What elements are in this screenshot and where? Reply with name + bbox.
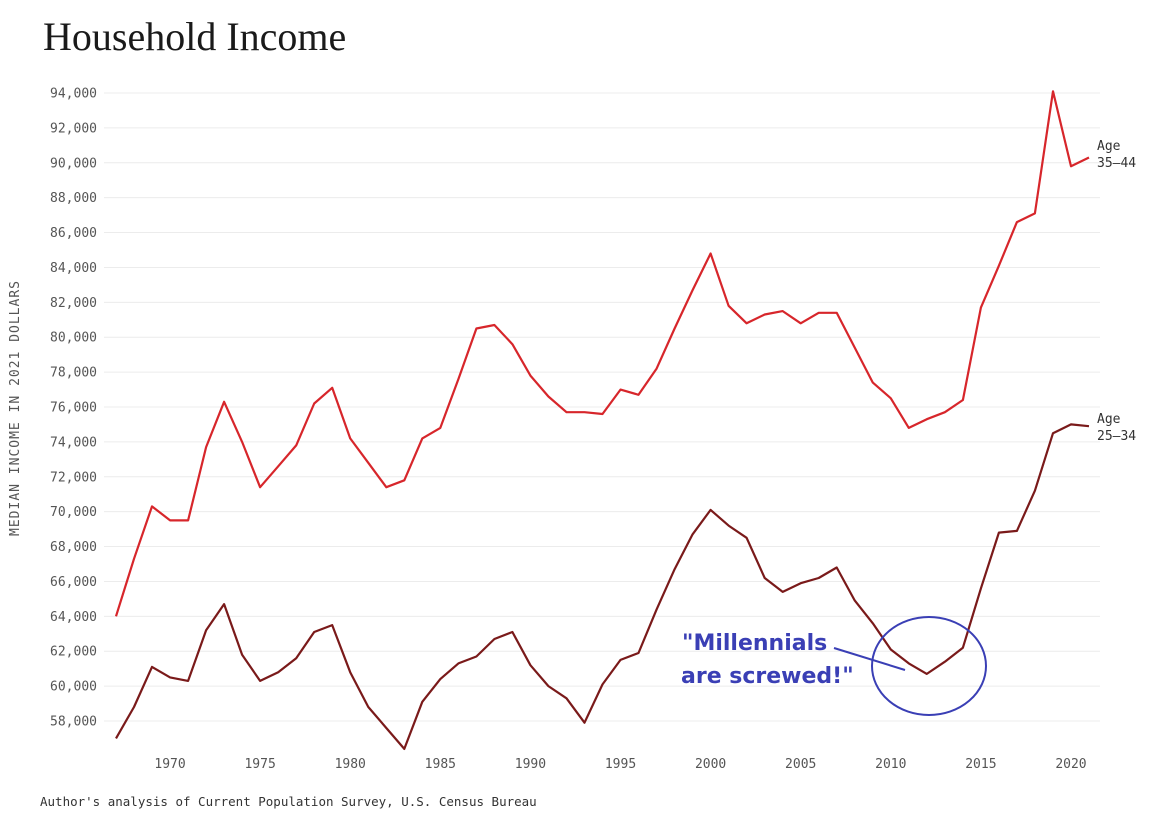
y-tick-label: 92,000 [50, 121, 97, 136]
series-label-line1: Age [1097, 139, 1121, 154]
series-lines [116, 91, 1089, 749]
y-tick-label: 58,000 [50, 715, 97, 730]
annotation-text-line1: "Millennials [682, 631, 827, 656]
y-tick-label: 76,000 [50, 401, 97, 416]
x-tick-label: 2005 [785, 757, 816, 772]
y-tick-label: 62,000 [50, 645, 97, 660]
annotation-text-line2: are screwed!" [681, 664, 854, 689]
household-income-chart: Household Income 58,000 60,000 62,000 64,00… [0, 0, 1156, 819]
x-axis-ticks: 1970 1975 1980 1985 1990 1995 2000 2005 2010 2015… [154, 757, 1086, 772]
x-tick-label: 2015 [965, 757, 996, 772]
y-tick-label: 60,000 [50, 680, 97, 695]
y-tick-label: 82,000 [50, 296, 97, 311]
x-tick-label: 1995 [605, 757, 636, 772]
y-tick-label: 68,000 [50, 540, 97, 555]
series-labels: Age 35–44 Age 25–34 [1097, 139, 1136, 444]
series-label-line2: 35–44 [1097, 156, 1136, 171]
x-tick-label: 2020 [1055, 757, 1086, 772]
x-tick-label: 1985 [425, 757, 456, 772]
y-tick-label: 88,000 [50, 191, 97, 206]
x-tick-label: 1975 [244, 757, 275, 772]
y-tick-label: 78,000 [50, 366, 97, 381]
x-tick-label: 1980 [335, 757, 366, 772]
chart-title: Household Income [43, 14, 346, 59]
gridlines [104, 93, 1100, 721]
y-tick-label: 72,000 [50, 470, 97, 485]
x-tick-label: 1990 [515, 757, 546, 772]
y-tick-label: 74,000 [50, 435, 97, 450]
x-tick-label: 1970 [154, 757, 185, 772]
y-axis-label: MEDIAN INCOME IN 2021 DOLLARS [8, 280, 23, 536]
y-tick-label: 70,000 [50, 505, 97, 520]
x-tick-label: 2000 [695, 757, 726, 772]
x-tick-label: 2010 [875, 757, 906, 772]
series-label-line2: 25–34 [1097, 429, 1136, 444]
y-tick-label: 94,000 [50, 87, 97, 102]
y-tick-label: 80,000 [50, 331, 97, 346]
series-line-0 [116, 91, 1089, 616]
y-tick-label: 66,000 [50, 575, 97, 590]
y-tick-label: 84,000 [50, 261, 97, 276]
y-tick-label: 90,000 [50, 156, 97, 171]
source-note: Author's analysis of Current Population … [40, 794, 537, 809]
y-axis-ticks: 58,000 60,000 62,000 64,000 66,000 68,000 70,0… [50, 87, 97, 730]
series-line-1 [116, 424, 1089, 749]
y-tick-label: 64,000 [50, 610, 97, 625]
y-tick-label: 86,000 [50, 226, 97, 241]
series-label-line1: Age [1097, 412, 1121, 427]
